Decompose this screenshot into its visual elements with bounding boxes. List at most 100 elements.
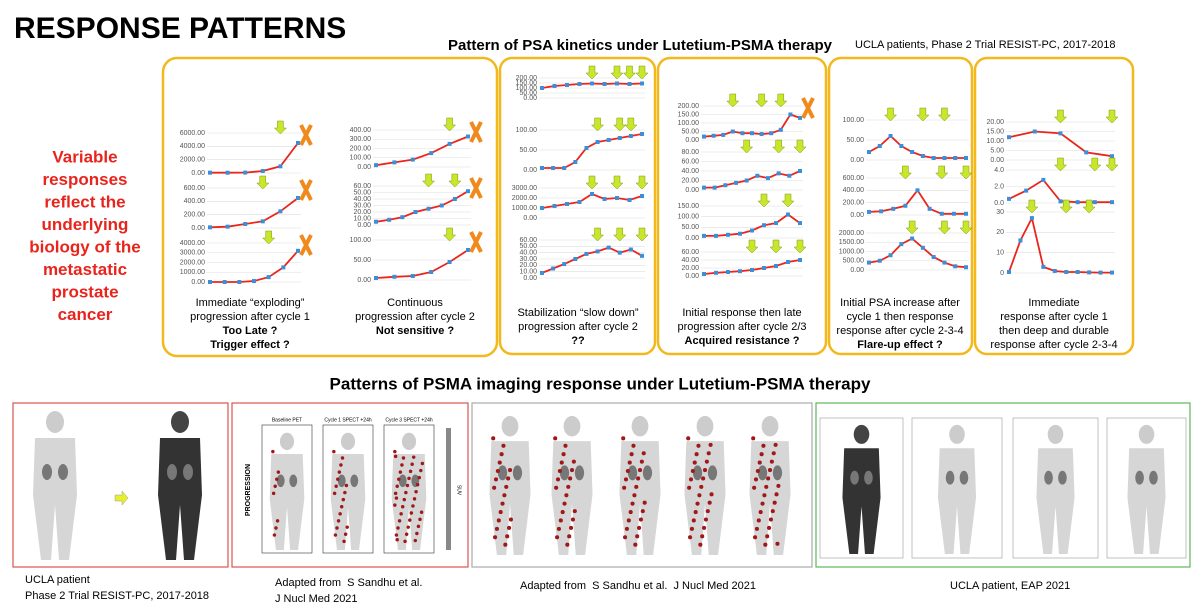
psa-point [243, 170, 248, 175]
cycle-arrow [613, 117, 627, 132]
scan-head [949, 424, 965, 444]
progression-x [469, 177, 483, 199]
psa-point [466, 134, 470, 139]
psa-point [540, 86, 544, 90]
psa-point [595, 140, 600, 144]
cycle-arrow [613, 227, 627, 242]
y-tick-label: 150.00 [678, 111, 700, 118]
psa-point [903, 203, 908, 208]
scan-lesion [557, 468, 562, 474]
psa-point [466, 248, 470, 252]
psa-point [762, 223, 766, 228]
psa-point [920, 154, 925, 158]
arrow-icon [114, 490, 129, 506]
scan-lesion [491, 436, 496, 441]
scan-organ [1135, 470, 1144, 485]
y-tick-label: 600.00 [843, 175, 865, 182]
psa-point [243, 222, 248, 226]
psa-point [392, 160, 397, 165]
psa-point [590, 192, 594, 196]
psa-point [899, 242, 904, 247]
psa-point [786, 260, 790, 264]
scan-lesion [697, 493, 702, 498]
psa-point [426, 206, 431, 211]
caption: cycle 1 then response [846, 311, 953, 323]
scan-head [696, 415, 714, 437]
psa-point [755, 173, 760, 178]
scan-lesion [565, 542, 570, 547]
caption: Immediate [1028, 297, 1079, 309]
cycle-arrow [937, 107, 952, 122]
scan-lesion [344, 483, 349, 488]
scan-lesion [273, 484, 277, 489]
psa-point [1110, 154, 1114, 159]
scan-image [842, 424, 881, 554]
scan-lesion [693, 510, 698, 515]
scan-lesion [555, 535, 560, 540]
psa-point [877, 144, 882, 148]
y-tick-label: 0 [1000, 270, 1004, 277]
scan-lesion [572, 509, 577, 514]
scan-lesion [554, 485, 559, 490]
psa-point [750, 228, 754, 233]
scan-lesion [332, 491, 337, 496]
cycle-arrow [898, 165, 912, 180]
psa-point [602, 82, 607, 86]
y-tick-label: 60.00 [681, 158, 699, 165]
scan-lesion [393, 454, 398, 459]
y-tick-label: 80.00 [681, 149, 699, 156]
cycle-arrow [745, 239, 759, 254]
caption: progression after cycle 2 [355, 311, 475, 323]
y-tick-label: 400.00 [184, 198, 206, 205]
y-tick-label: 400.00 [843, 187, 865, 194]
psa-point [617, 136, 622, 140]
psa-point [281, 265, 286, 270]
scan-head [1138, 424, 1155, 444]
psa-point [891, 206, 896, 211]
scan-lesion [688, 535, 693, 540]
scan-lesion [405, 483, 410, 488]
psa-point [466, 189, 470, 194]
psa-point [551, 166, 556, 170]
psa-line [375, 135, 469, 167]
scan-lesion [707, 500, 712, 505]
scan-lesion [770, 509, 775, 514]
scan-lesion [702, 525, 707, 530]
scan-organ [559, 465, 570, 481]
cycle-arrow [624, 117, 638, 132]
psa-point [1058, 199, 1063, 204]
scan-lesion [568, 476, 573, 481]
scan-organ [772, 465, 783, 481]
y-tick-label: 0.00 [685, 187, 699, 194]
scan-lesion [765, 534, 770, 539]
y-tick-label: 100.00 [516, 85, 538, 92]
scan-lesion [407, 476, 411, 481]
y-tick-label: 0.00 [685, 137, 699, 144]
scan-lesion [758, 510, 763, 515]
y-tick-label: 0.00 [990, 157, 1004, 164]
scan-lesion [393, 503, 397, 507]
psa-point [447, 260, 452, 264]
scan-lesion [415, 531, 419, 536]
cycle-arrow [590, 117, 605, 132]
psa-point [769, 131, 774, 136]
y-tick-label: 200.00 [516, 75, 538, 82]
y-tick-label: 10 [996, 250, 1004, 257]
scan-organ [42, 464, 52, 480]
scan-lesion [704, 459, 709, 464]
scan-lesion [493, 535, 498, 540]
psa-point [964, 211, 968, 216]
cycle-arrow [726, 93, 740, 108]
cycle-arrow [262, 230, 276, 245]
psa-point [595, 249, 600, 254]
y-tick-label: 4.0 [994, 167, 1004, 174]
y-tick-label: 0.00 [191, 225, 205, 232]
scan-head [563, 415, 581, 437]
y-tick-label: 2000.00 [839, 230, 864, 237]
side-text: cancer [58, 305, 113, 324]
scan-organ [692, 465, 703, 481]
psa-point [1007, 269, 1011, 274]
psa-line [210, 142, 299, 174]
y-tick-label: 50.00 [519, 243, 537, 250]
psa-point [590, 81, 594, 86]
